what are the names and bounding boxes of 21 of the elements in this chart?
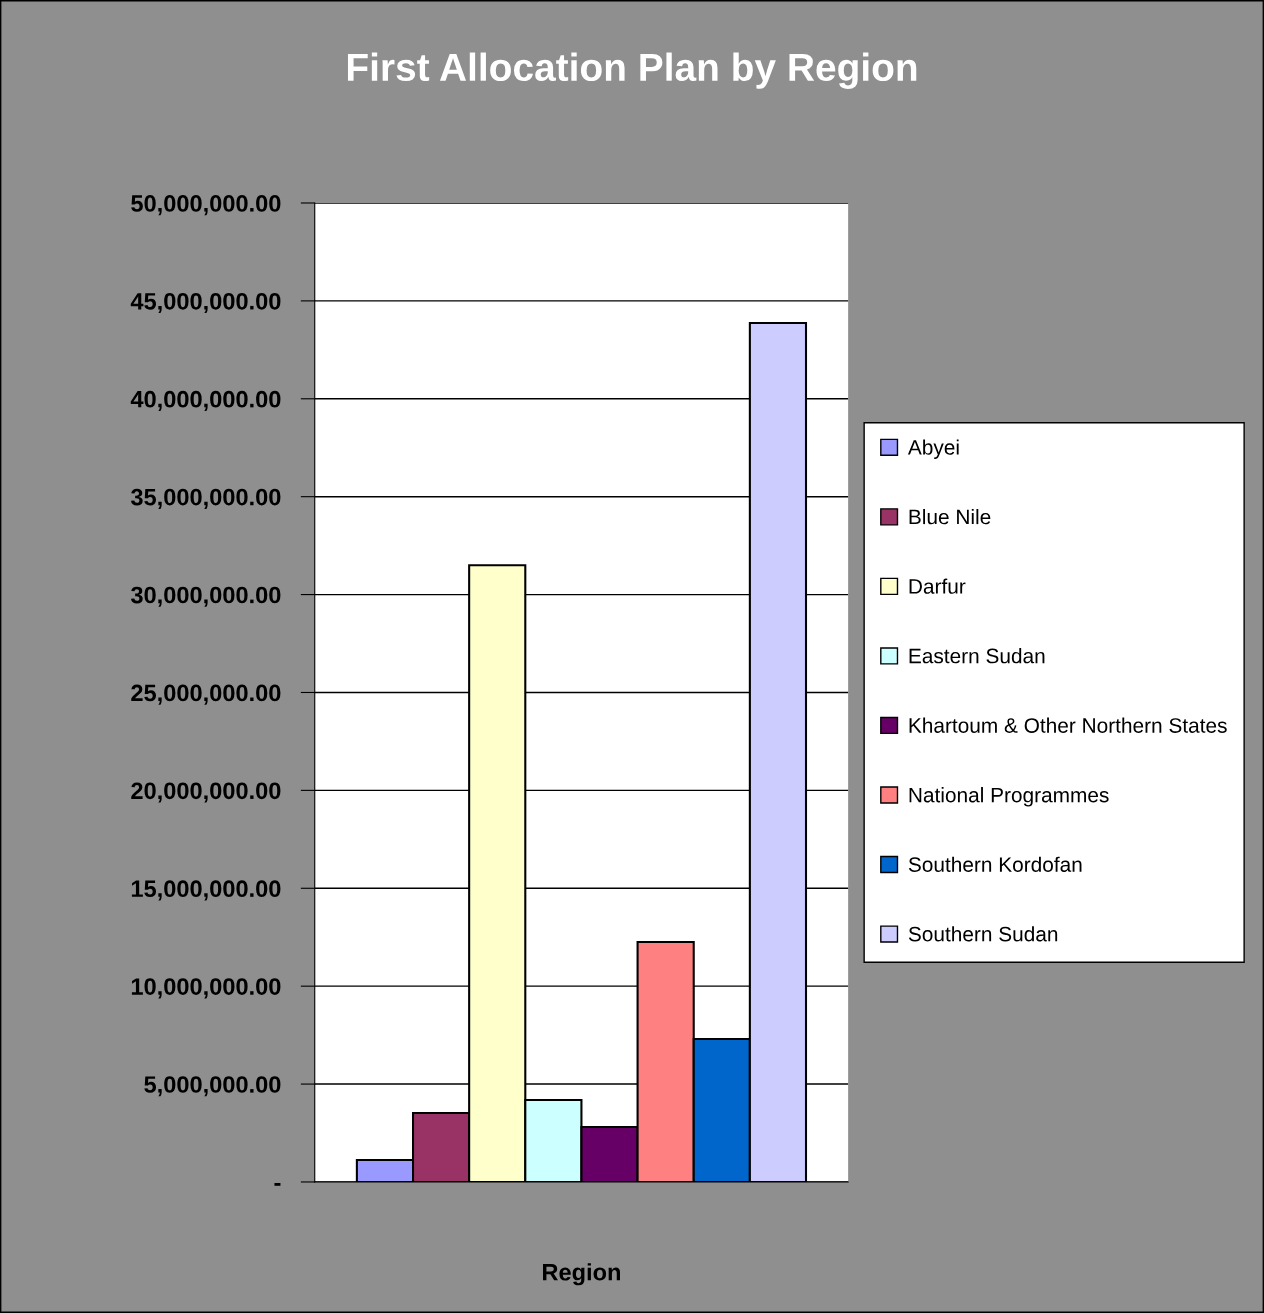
y-tick-label: 30,000,000.00 bbox=[130, 586, 281, 607]
chart-title: First Allocation Plan by Region bbox=[347, 52, 917, 89]
legend-label: Southern Kordofan bbox=[908, 856, 1082, 872]
y-tick-label: 20,000,000.00 bbox=[131, 782, 281, 803]
legend-label: Eastern Sudan bbox=[909, 648, 1045, 664]
legend-label: Blue Nile bbox=[909, 508, 991, 525]
y-tick-label: 10,000,000.00 bbox=[131, 978, 281, 999]
y-tick-label: 50,000,000.00 bbox=[131, 195, 281, 216]
legend-label: Southern Sudan bbox=[908, 926, 1058, 942]
y-tick-label: 25,000,000.00 bbox=[131, 684, 281, 705]
y-tick-label: 45,000,000.00 bbox=[130, 292, 281, 314]
y-tick-label: 5,000,000.00 bbox=[144, 1076, 281, 1097]
y-tick-label: - bbox=[274, 1182, 281, 1186]
y-tick-label: 40,000,000.00 bbox=[130, 390, 281, 411]
legend-label: National Programmes bbox=[909, 787, 1109, 807]
legend-label: Khartoum & Other Northern States bbox=[909, 717, 1227, 733]
legend-label: Darfur bbox=[909, 578, 966, 594]
legend-label: Abyei bbox=[907, 439, 959, 459]
y-tick-label: 35,000,000.00 bbox=[130, 488, 281, 509]
y-tick-label: 15,000,000.00 bbox=[131, 880, 281, 901]
x-axis-title: Region bbox=[543, 1263, 620, 1286]
